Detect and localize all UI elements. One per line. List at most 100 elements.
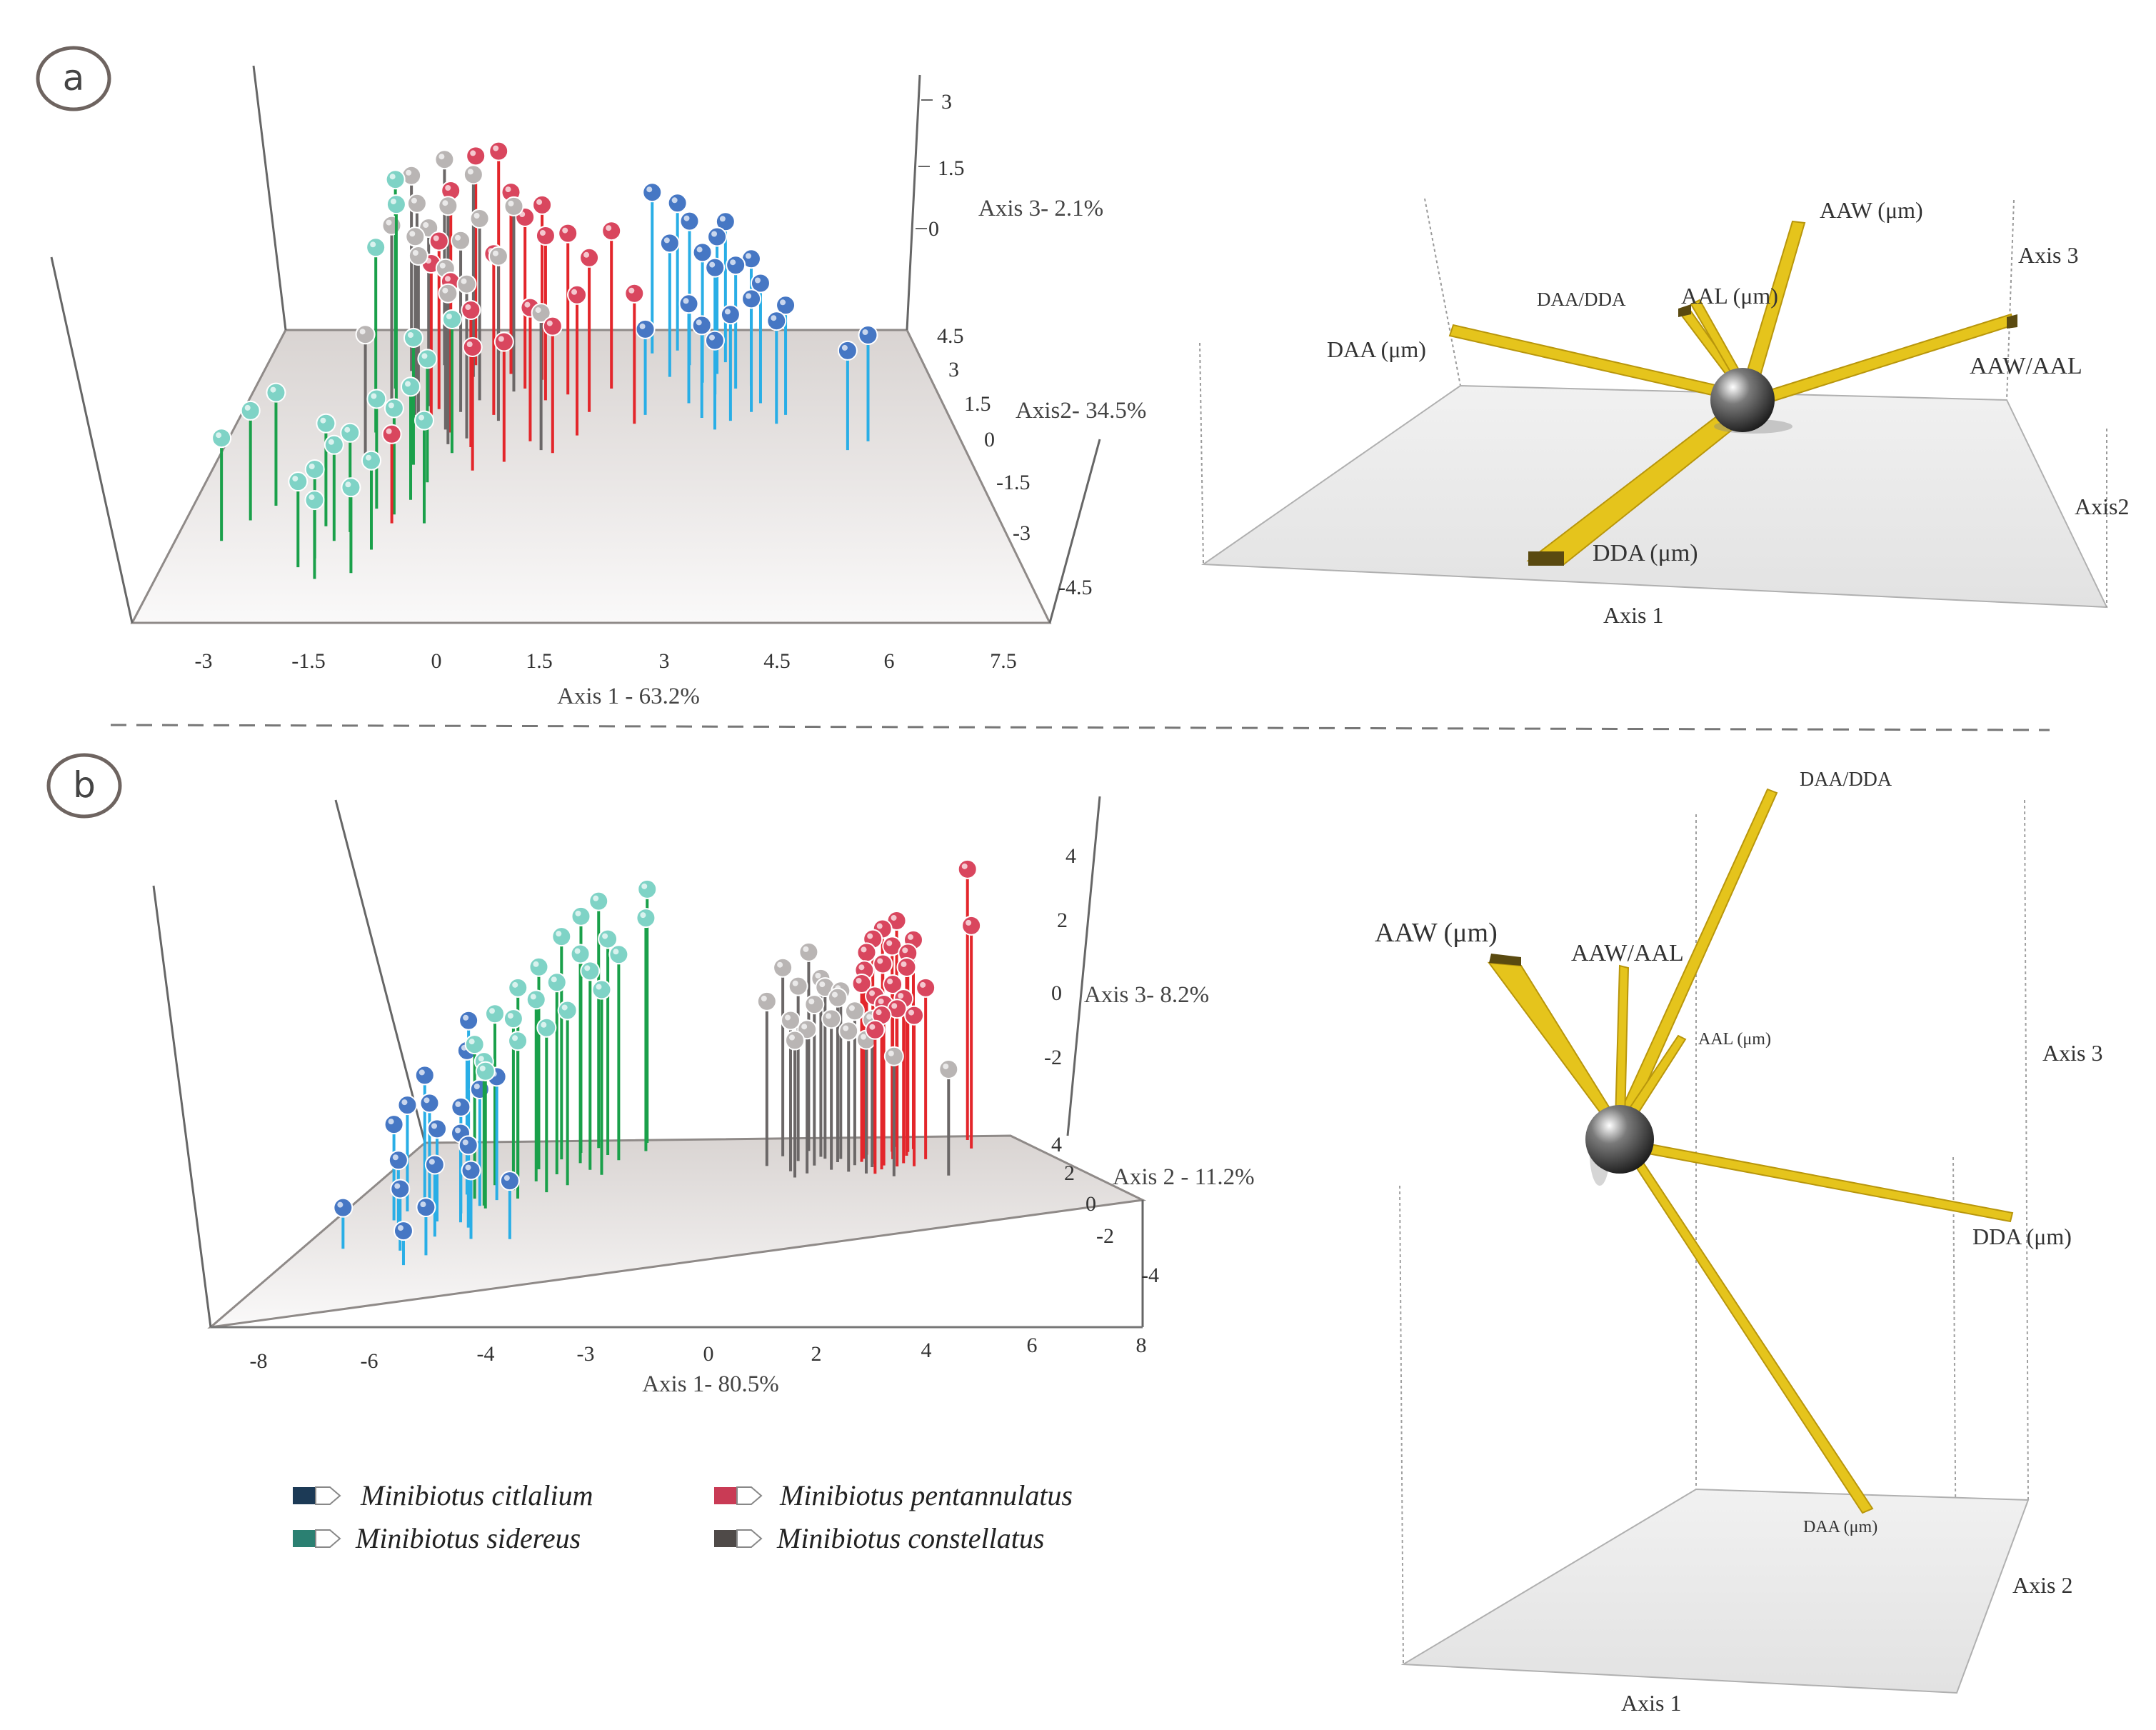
tick-label: 0 (703, 1342, 714, 1366)
data-point-sidereus (636, 908, 656, 929)
data-point-highlight (771, 315, 777, 321)
scatter-a-y-title: Axis2- 34.5% (1016, 398, 1146, 424)
data-point-citlalium (704, 330, 725, 351)
scatter-b-x-title: Axis 1- 80.5% (642, 1371, 779, 1397)
data-point-highlight (683, 215, 690, 221)
data-point-highlight (841, 344, 848, 351)
data-point-sidereus (588, 891, 609, 911)
data-point-highlight (345, 481, 351, 488)
load-label-aaw-aal: AAW/AAL (1970, 353, 2082, 379)
data-point-highlight (463, 1014, 469, 1021)
tick-label: -4 (1141, 1264, 1159, 1287)
data-point-highlight (533, 961, 539, 967)
tick-label: 4.5 (763, 649, 791, 673)
data-point-highlight (421, 353, 428, 359)
data-point-highlight (907, 934, 913, 940)
data-point-highlight (646, 186, 653, 193)
data-point-highlight (512, 981, 518, 988)
data-point-pentannulatus (961, 915, 982, 936)
tick-label: 1.5 (964, 392, 991, 416)
data-point-highlight (478, 1056, 484, 1062)
data-point-highlight (390, 199, 396, 205)
data-point-constellatus (456, 274, 477, 294)
loadings-b-vectors (1487, 788, 2014, 1514)
vector-end-cap (1528, 551, 1564, 566)
loadings-a-box-edge (2006, 199, 2015, 401)
load-label-aaw: AAW (μm) (1375, 918, 1498, 948)
data-point-highlight (862, 329, 868, 335)
data-point-citlalium (383, 1114, 404, 1135)
data-point-highlight (370, 241, 376, 248)
data-point-constellatus (488, 246, 508, 266)
data-point-highlight (596, 984, 602, 990)
data-point-citlalium (642, 182, 663, 203)
loadings-b-axis2: Axis 2 (2012, 1572, 2072, 1598)
data-point-highlight (869, 1024, 876, 1030)
data-point-highlight (876, 923, 883, 929)
data-point-highlight (439, 262, 446, 269)
tick-label: -6 (361, 1349, 378, 1373)
data-point-highlight (696, 246, 703, 253)
data-point-highlight (420, 1201, 426, 1208)
data-point-constellatus (463, 164, 483, 185)
data-point-highlight (826, 1013, 832, 1019)
data-point-highlight (418, 414, 425, 421)
data-point-sidereus (508, 977, 528, 998)
data-point-highlight (462, 1139, 468, 1146)
data-point-highlight (455, 1101, 461, 1107)
tick-label: 2 (1057, 909, 1068, 932)
tick-label: -4 (477, 1342, 495, 1366)
data-point-pentannulatus (579, 247, 600, 268)
data-point-highlight (473, 1084, 480, 1090)
legend: Minibiotus citlalium Minibiotus pentannu… (293, 1479, 1073, 1554)
tick-label: -1.5 (996, 471, 1031, 494)
data-point-sidereus (366, 237, 386, 258)
data-point-highlight (536, 199, 543, 205)
data-point-citlalium (705, 257, 726, 278)
data-point-sidereus (324, 434, 344, 455)
load-label-daa-dda: DAA/DDA (1800, 769, 1892, 791)
scatter-b-floor (207, 1134, 1147, 1329)
data-point-sidereus (361, 450, 381, 471)
legend-item-citlalium: Minibiotus citlalium (293, 1479, 593, 1511)
data-point-highlight (801, 1024, 808, 1030)
data-point-sidereus (340, 422, 361, 443)
panel-label-b-text: b (73, 764, 96, 806)
legend-swatch-tip (736, 1529, 763, 1548)
data-point-highlight (328, 439, 334, 445)
data-point-sidereus (536, 1017, 557, 1038)
data-point-highlight (465, 304, 471, 310)
data-point-highlight (877, 958, 883, 964)
data-point-citlalium (333, 1197, 354, 1218)
data-point-highlight (371, 393, 377, 399)
data-point-highlight (541, 1021, 547, 1028)
load-label-aaw-aal: AAW/AAL (1571, 940, 1684, 966)
data-point-constellatus (434, 149, 455, 170)
data-point-sidereus (288, 471, 309, 492)
data-point-highlight (508, 200, 514, 206)
data-point-sidereus (475, 1061, 496, 1081)
data-point-highlight (397, 1225, 403, 1231)
data-point-highlight (442, 200, 448, 206)
data-point-highlight (389, 174, 396, 180)
data-point-constellatus (785, 1030, 806, 1051)
data-point-highlight (780, 299, 786, 306)
data-point-pentannulatus (896, 956, 917, 977)
data-point-highlight (724, 309, 731, 315)
load-label-daa: DAA (μm) (1327, 336, 1426, 362)
data-point-constellatus (781, 1010, 801, 1031)
data-point-citlalium (390, 1179, 411, 1199)
data-point-constellatus (883, 1046, 904, 1066)
data-point-constellatus (438, 283, 458, 304)
tick-label: 3 (948, 358, 959, 381)
data-point-highlight (433, 235, 439, 241)
data-point-highlight (309, 494, 315, 501)
data-point-constellatus (503, 196, 524, 216)
data-point-highlight (386, 219, 392, 226)
data-point-sidereus (526, 989, 546, 1010)
data-point-citlalium (635, 319, 656, 339)
data-point-sidereus (485, 1004, 506, 1024)
data-point-sidereus (503, 1009, 523, 1029)
data-point-highlight (574, 948, 581, 954)
data-point-highlight (663, 237, 670, 244)
